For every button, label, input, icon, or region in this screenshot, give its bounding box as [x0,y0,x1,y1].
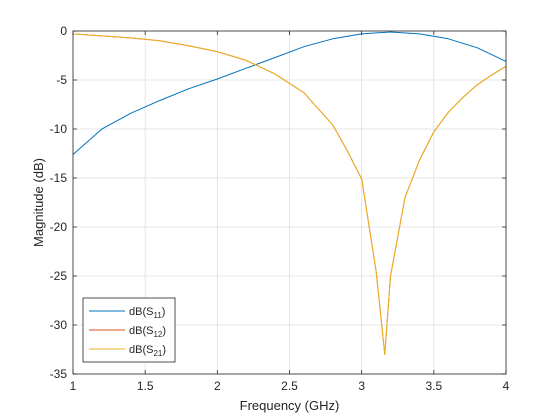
legend-entry-21: dB(S21) [129,344,166,358]
tick-marks [72,30,507,375]
y-tick-label: -30 [50,318,68,332]
legend-entry-11: dB(S11) [129,306,165,320]
x-tick-label: 1.5 [137,379,154,393]
series-line-11 [72,31,507,155]
y-tick-label: -20 [50,220,68,234]
series-layer [72,31,507,355]
x-tick-label: 3 [358,379,365,393]
y-tick-labels: 0 -5 -10 -15 -20 -25 -30 -35 [50,24,68,381]
y-tick-label: 0 [60,24,67,38]
legend: dB(S11) dB(S12) dB(S21) [82,297,176,363]
x-tick-label: 2.5 [281,379,298,393]
x-tick-label: 4 [503,379,510,393]
x-axis-label: Frequency (GHz) [240,398,340,413]
y-axis-label: Magnitude (dB) [31,158,46,247]
x-tick-label: 1 [70,379,77,393]
x-tick-label: 3.5 [425,379,442,393]
y-tick-label: -35 [50,367,68,381]
x-tick-labels: 1 1.5 2 2.5 3 3.5 4 [70,379,510,393]
x-tick-label: 2 [214,379,221,393]
y-tick-label: -25 [50,269,68,283]
y-tick-label: -15 [50,171,68,185]
y-tick-label: -10 [50,122,68,136]
legend-entry-12: dB(S12) [129,325,166,339]
series-line-21 [72,33,507,355]
y-tick-label: -5 [56,73,67,87]
